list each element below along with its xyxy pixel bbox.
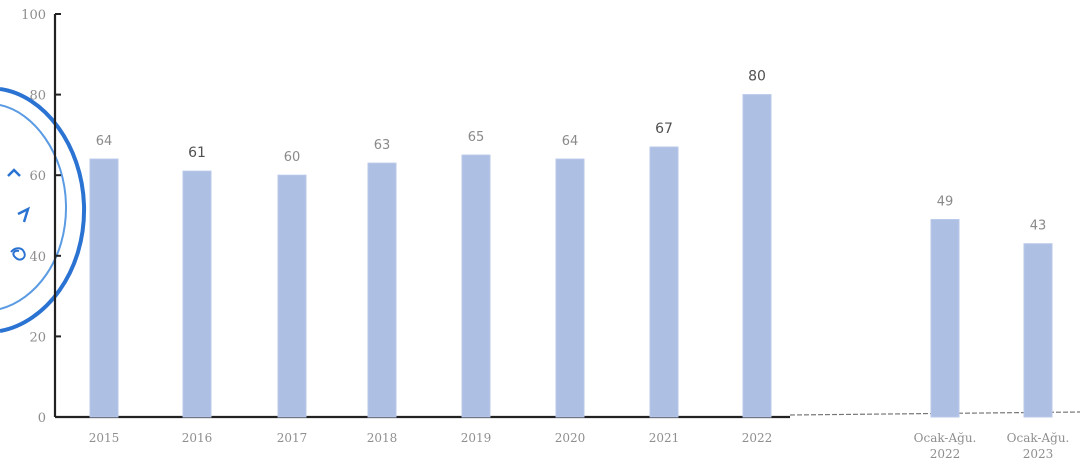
bar [555,158,585,418]
y-tick-label: 0 [38,411,46,426]
bar [742,94,772,418]
x-tick-label: Ocak-Ağu. [1007,431,1070,445]
bar [930,219,960,418]
data-label: 64 [96,134,113,149]
x-tick-label: 2015 [89,431,120,445]
x-tick-label: 2022 [930,447,961,461]
data-label: 43 [1030,219,1047,234]
labels-layer: 64 2015 61 2016 60 2017 63 2018 65 2019 64 2020 67 20… [89,69,1070,461]
data-label: 63 [374,138,391,153]
stamp-outer-arc [0,87,87,333]
x-tick-label: 2016 [182,431,213,445]
bar [277,174,307,418]
data-label: 61 [188,145,206,161]
x-tick-label: 2019 [461,431,492,445]
x-tick-label: 2017 [277,431,308,445]
stamp-mark [10,247,26,261]
bar [649,146,679,418]
bar [182,170,212,418]
y-tick-label: 80 [29,89,46,104]
x-tick-label: 2023 [1023,447,1054,461]
data-label: 64 [562,134,579,149]
bars-layer [89,94,1053,418]
bar [367,162,397,418]
bar [1023,243,1053,418]
stamp-layer [0,87,87,333]
y-tick-label: 60 [29,169,46,184]
y-tick-label: 100 [21,8,46,23]
y-tick-label: 20 [29,330,46,345]
data-label: 49 [937,195,954,210]
y-tick-label: 40 [29,250,46,265]
data-label: 67 [655,121,673,137]
bar [461,154,491,418]
data-label: 60 [284,150,301,165]
x-tick-label: Ocak-Ağu. [914,431,977,445]
stamp-mark [7,168,21,177]
data-label: 80 [748,69,766,85]
ticks-layer: 0 20 40 60 80 100 [21,8,61,426]
x-tick-label: 2021 [649,431,680,445]
stamp-inner-arc [0,104,68,310]
stamp-mark [17,206,31,223]
data-label: 65 [468,130,485,145]
x-tick-label: 2018 [367,431,398,445]
x-tick-label: 2020 [555,431,586,445]
bar [89,158,119,418]
x-tick-label: 2022 [742,431,773,445]
